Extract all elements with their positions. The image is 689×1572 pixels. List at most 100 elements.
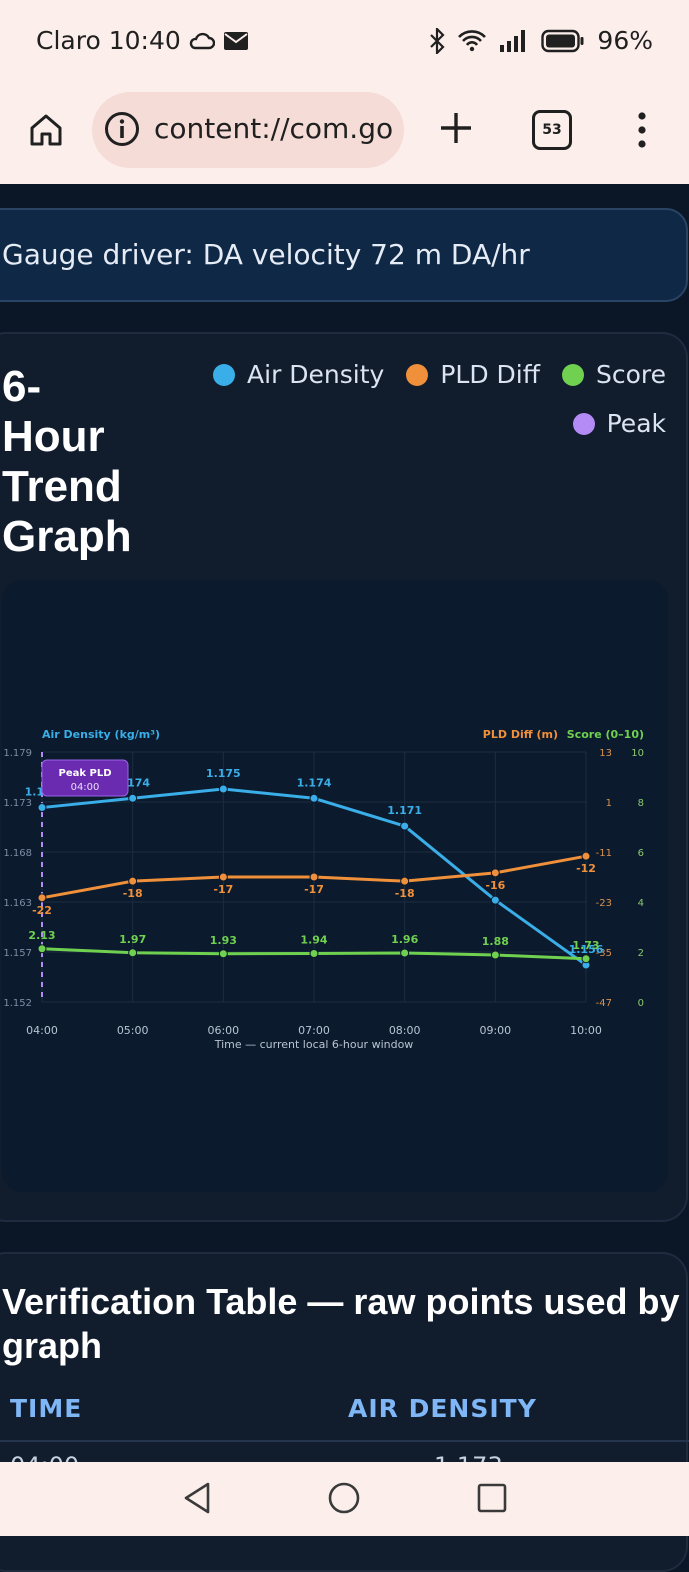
data-label: -22 — [32, 904, 52, 917]
home-icon[interactable] — [28, 112, 64, 148]
x-tick-label: 05:00 — [117, 1024, 149, 1037]
data-label: 1.97 — [119, 933, 146, 946]
data-point — [490, 950, 500, 960]
legend-label: Score — [595, 360, 666, 389]
data-point — [128, 948, 138, 958]
tab-switcher-button[interactable]: 53 — [532, 110, 572, 150]
y-tick-label-left: 1.157 — [3, 948, 32, 959]
new-tab-icon[interactable] — [436, 108, 476, 148]
y-tick-label-right: 8 — [638, 798, 644, 809]
data-label: 1.96 — [391, 933, 418, 946]
battery-percent: 96% — [597, 26, 653, 55]
legend-dot — [213, 363, 236, 386]
data-label: -17 — [304, 883, 324, 896]
y-axis-title-right: PLD Diff (m) — [483, 728, 558, 741]
x-tick-label: 06:00 — [207, 1024, 239, 1037]
verification-table-title: Verification Table — raw points used by … — [2, 1281, 680, 1366]
data-label: -18 — [395, 887, 415, 900]
data-label: 1.88 — [482, 935, 509, 948]
table-divider — [0, 1440, 689, 1442]
data-label: 1.171 — [387, 804, 422, 817]
status-right: 96% — [429, 26, 653, 55]
tab-count: 53 — [542, 122, 562, 138]
y-tick-label-left: 1.168 — [3, 848, 32, 859]
gauge-driver-card: Gauge driver: DA velocity 72 m DA/hr — [0, 208, 688, 302]
overflow-menu-icon[interactable] — [632, 110, 652, 150]
back-icon[interactable] — [180, 1480, 216, 1516]
y-tick-label-right: -23 — [596, 898, 612, 909]
y-tick-label-right: -35 — [596, 948, 612, 959]
status-bar: Claro 10:40 96% — [0, 0, 689, 86]
legend-label: PLD Diff — [440, 360, 540, 389]
title-line: 6- — [2, 362, 42, 411]
y-tick-label-right: -11 — [596, 848, 612, 859]
y-tick-label-right: 0 — [638, 998, 644, 1009]
data-point — [309, 793, 319, 803]
trend-chart: Air Density (kg/m³) PLD Diff (m) Score (0–… — [3, 728, 644, 1051]
title-line: Graph — [2, 512, 132, 561]
data-point — [128, 793, 138, 803]
recents-icon[interactable] — [474, 1480, 510, 1516]
legend-item-score[interactable]: Score — [561, 360, 666, 389]
y-tick-label-left: 1.179 — [3, 748, 32, 759]
wifi-icon — [458, 29, 487, 51]
data-point — [400, 821, 410, 831]
cloud-icon — [189, 32, 215, 49]
peak-tooltip-time: 04:00 — [71, 782, 100, 793]
y-tick-label-right: 6 — [638, 848, 644, 859]
data-label: 1.156 — [569, 943, 604, 956]
data-point — [490, 895, 500, 905]
data-point — [581, 851, 591, 861]
y-tick-label-right: 4 — [638, 898, 644, 909]
y-tick-label-right: -47 — [596, 998, 612, 1009]
data-label: 1.174 — [297, 776, 332, 789]
data-point — [581, 954, 591, 964]
legend-label: Peak — [606, 409, 666, 438]
data-point — [218, 949, 228, 959]
data-label: 1.175 — [206, 767, 241, 780]
peak-tooltip-title: Peak PLD — [59, 768, 112, 779]
legend-item-peak[interactable]: Peak — [572, 409, 666, 438]
signal-icon — [500, 29, 526, 52]
x-tick-label: 09:00 — [479, 1024, 511, 1037]
data-point — [309, 949, 319, 958]
status-left: Claro 10:40 — [36, 26, 249, 55]
title-line: Trend — [2, 462, 122, 511]
data-label: -18 — [123, 887, 143, 900]
data-point — [309, 872, 319, 882]
data-label: -12 — [576, 862, 596, 875]
y-tick-label-left: 1.152 — [3, 998, 32, 1009]
data-label: 2.13 — [28, 929, 55, 942]
mail-icon — [223, 31, 248, 50]
browser-toolbar: content://com.go 53 — [0, 86, 689, 184]
x-tick-label: 08:00 — [389, 1024, 421, 1037]
data-point — [400, 876, 410, 886]
x-axis-title: Time — current local 6-hour window — [214, 1038, 414, 1051]
x-tick-label: 04:00 — [26, 1024, 58, 1037]
legend-dot — [406, 363, 429, 386]
peak-tooltip-box — [41, 759, 129, 797]
data-point — [37, 893, 47, 903]
info-icon[interactable] — [104, 111, 140, 147]
chart-legend: Air Density PLD Diff Score Peak — [186, 360, 666, 458]
legend-dot — [561, 363, 584, 386]
clock: 10:40 — [108, 26, 181, 55]
y-axis-title-left: Air Density (kg/m³) — [42, 728, 160, 741]
legend-item-air-density[interactable]: Air Density — [213, 360, 384, 389]
home-nav-icon[interactable] — [326, 1480, 362, 1516]
data-label: 1.93 — [210, 934, 237, 947]
chart-container: Air Density (kg/m³) PLD Diff (m) Score (0–… — [2, 580, 668, 1192]
y-axis-title-right: Score (0–10) — [567, 728, 644, 741]
data-point — [400, 948, 410, 958]
column-header-air-density: AIR DENSITY — [348, 1394, 537, 1423]
url-bar[interactable]: content://com.go — [92, 92, 404, 168]
x-tick-label: 07:00 — [298, 1024, 330, 1037]
data-label: -16 — [485, 879, 505, 892]
y-tick-label-right: 2 — [638, 948, 644, 959]
data-point — [37, 944, 47, 954]
gauge-driver-text: Gauge driver: DA velocity 72 m DA/hr — [2, 238, 530, 271]
legend-item-pld-diff[interactable]: PLD Diff — [406, 360, 540, 389]
carrier-label: Claro — [36, 26, 101, 55]
legend-label: Air Density — [247, 360, 385, 389]
trend-graph-title: 6- Hour Trend Graph — [2, 362, 162, 562]
